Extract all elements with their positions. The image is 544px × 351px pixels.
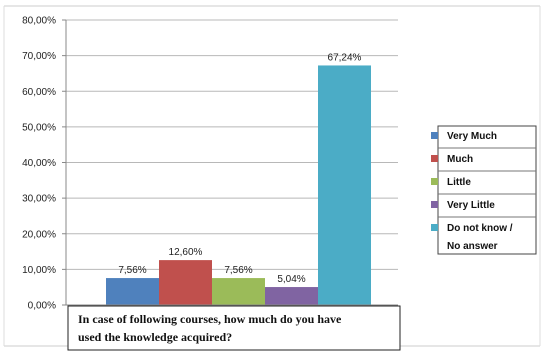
y-tick-label: 80,00% <box>22 16 56 27</box>
y-tick-label: 50,00% <box>22 122 56 133</box>
caption-box: In case of following courses, how much d… <box>67 305 401 351</box>
legend-swatch <box>431 178 438 185</box>
y-tick-label: 10,00% <box>22 265 56 276</box>
bar <box>159 260 212 305</box>
legend-swatch <box>431 224 438 231</box>
data-label: 7,56% <box>118 265 146 276</box>
data-label: 5,04% <box>277 274 305 285</box>
data-label: 67,24% <box>328 52 362 63</box>
bar <box>212 278 265 305</box>
data-labels: 7,56% 12,60% 7,56% 5,04% 67,24% <box>118 52 361 285</box>
legend-label: No answer <box>447 241 498 252</box>
bar <box>106 278 159 305</box>
legend: Very Much Much Little Very Little Do not kno… <box>431 125 537 255</box>
caption-line-2: used the knowledge acquired? <box>78 330 232 344</box>
legend-label: Very Much <box>447 131 497 142</box>
legend-label: Do not know / <box>447 223 513 234</box>
legend-label: Much <box>447 154 473 165</box>
caption-line-1: In case of following courses, how much d… <box>78 312 342 326</box>
bar <box>265 287 318 305</box>
y-tick-label: 70,00% <box>22 51 56 62</box>
data-label: 7,56% <box>224 265 252 276</box>
legend-label: Very Little <box>447 200 495 211</box>
y-axis-ticks: 0,00% 10,00% 20,00% 30,00% 40,00% 50,00% 60,00… <box>22 16 66 312</box>
y-tick-label: 20,00% <box>22 229 56 240</box>
y-tick-label: 60,00% <box>22 87 56 98</box>
legend-box <box>437 125 537 255</box>
legend-swatch <box>431 155 438 162</box>
bars <box>106 65 371 306</box>
legend-swatch <box>431 132 438 139</box>
y-tick-label: 0,00% <box>28 301 56 312</box>
legend-label: Little <box>447 177 471 188</box>
data-label: 12,60% <box>169 247 203 258</box>
legend-swatch <box>431 201 438 208</box>
y-tick-label: 40,00% <box>22 158 56 169</box>
y-tick-label: 30,00% <box>22 194 56 205</box>
bar <box>318 65 371 306</box>
